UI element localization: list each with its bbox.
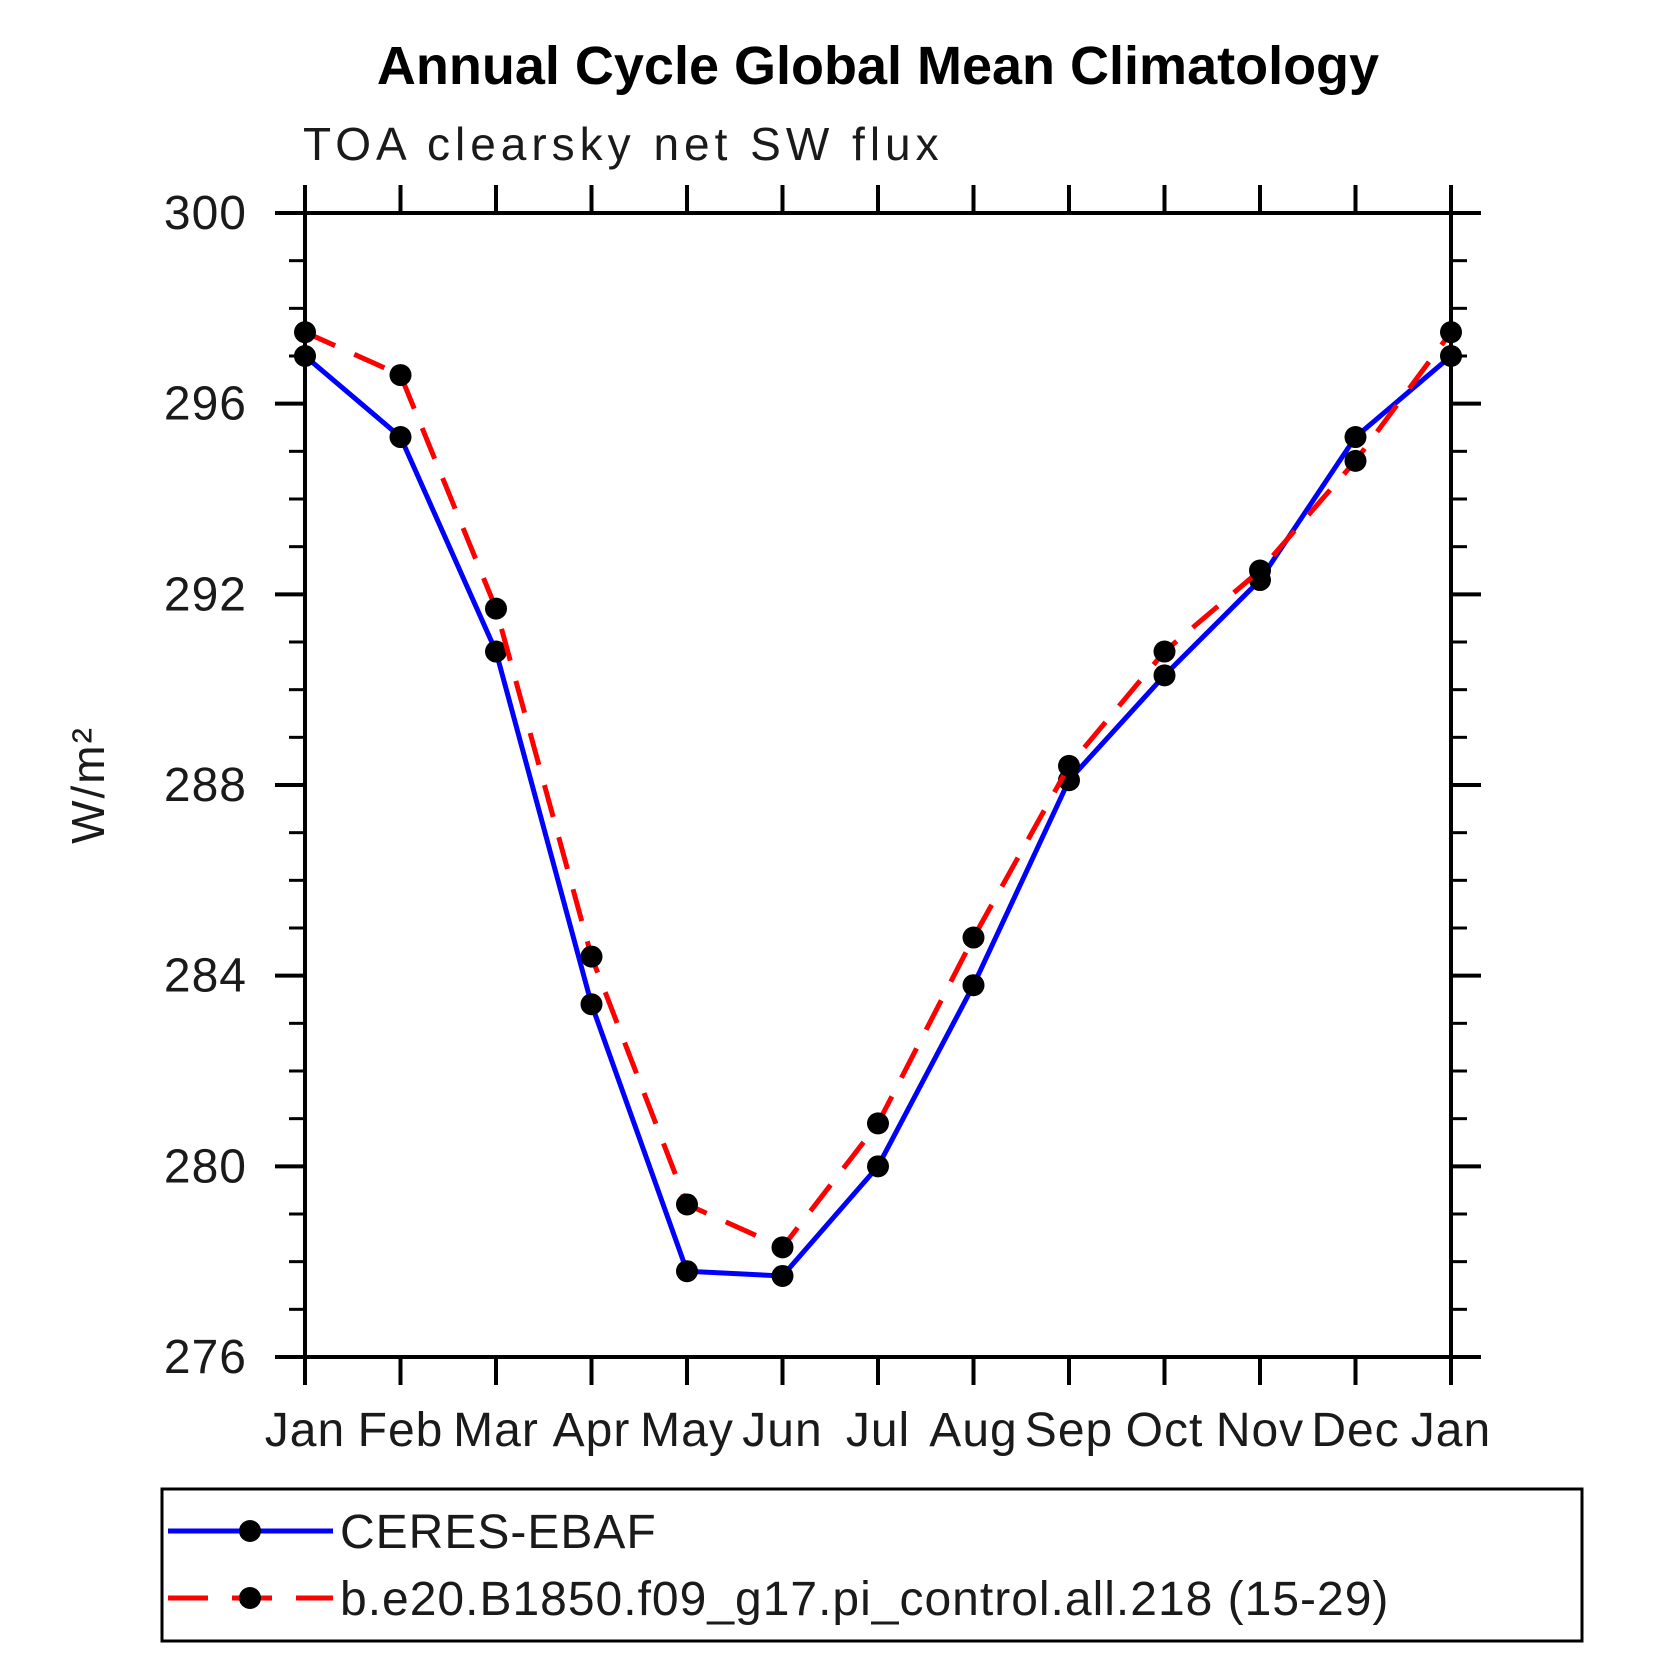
data-point-marker-ceres-ebaf: [962, 974, 985, 997]
series-ceres-ebaf: [294, 345, 1462, 1287]
x-axis-tick-label: Dec: [1311, 1404, 1399, 1457]
data-point-marker-ceres-ebaf: [676, 1260, 698, 1283]
plot-frame: [303, 211, 1453, 1359]
data-point-marker-model: [1344, 449, 1367, 472]
x-axis-tick-label: Apr: [553, 1404, 631, 1457]
legend-box: [160, 1487, 1584, 1643]
data-point-marker-ceres-ebaf: [294, 345, 316, 367]
data-point-marker-model: [1440, 321, 1462, 344]
data-point-marker-ceres-ebaf: [1440, 345, 1462, 367]
y-axis-tick-label: 300: [164, 187, 247, 240]
x-axis-tick-label: Jul: [846, 1404, 910, 1457]
x-axis-tick-label: Oct: [1126, 1404, 1204, 1457]
legend-sample-marker: [239, 1520, 261, 1542]
legend-sample-marker: [239, 1587, 261, 1609]
x-axis-tick-label: Feb: [358, 1404, 444, 1457]
data-point-marker-model: [867, 1112, 889, 1135]
data-point-marker-ceres-ebaf: [485, 640, 507, 663]
series-line-model: [303, 329, 1454, 1251]
data-point-marker-ceres-ebaf: [771, 1264, 794, 1287]
data-point-marker-model: [294, 321, 316, 344]
legend-sample-model: [168, 1587, 333, 1609]
legend-label-model: b.e20.B1850.f09_g17.pi_control.all.218 (…: [340, 1573, 1389, 1626]
data-point-marker-model: [580, 945, 603, 968]
chart-title: Annual Cycle Global Mean Climatology: [377, 36, 1379, 96]
chart-subtitle: TOA clearsky net SW flux: [303, 118, 944, 170]
legend: CERES-EBAF b.e20.B1850.f09_g17.pi_contro…: [160, 1487, 1584, 1643]
data-point-marker-model: [676, 1193, 698, 1216]
x-axis-tick-label: Nov: [1216, 1404, 1304, 1457]
data-point-marker-ceres-ebaf: [867, 1155, 889, 1178]
axis-ticks: [275, 185, 1481, 1385]
x-axis-tick-label: Aug: [929, 1404, 1017, 1457]
y-axis-tick-label: 280: [164, 1140, 247, 1193]
x-axis-tick-label: May: [640, 1404, 734, 1457]
data-point-marker-ceres-ebaf: [1153, 664, 1176, 687]
x-axis-tick-label: Sep: [1025, 1404, 1113, 1457]
y-axis-title: W/m²: [62, 726, 114, 844]
legend-label-ceres-ebaf: CERES-EBAF: [340, 1506, 657, 1559]
x-axis-tick-label: Jan: [265, 1404, 345, 1457]
data-point-marker-ceres-ebaf: [389, 426, 412, 449]
series-layer: [294, 321, 1462, 1287]
series-model: [294, 321, 1462, 1259]
legend-sample-ceres-ebaf: [168, 1520, 333, 1542]
y-axis-tick-label: 284: [164, 950, 247, 1003]
data-point-marker-model: [1153, 640, 1176, 663]
y-axis-tick-label: 292: [164, 568, 247, 621]
data-point-marker-model: [485, 597, 507, 620]
axis-tick-labels: Jan Feb Mar Apr May Jun Jul Aug Sep Oct Nov Dec Jan2…: [164, 187, 1491, 1457]
x-axis-tick-label: Jun: [742, 1404, 822, 1457]
x-axis-tick-label: Mar: [453, 1404, 539, 1457]
series-line-ceres-ebaf: [303, 354, 1453, 1279]
data-point-marker-model: [1058, 754, 1080, 777]
data-point-marker-model: [1249, 559, 1271, 582]
x-axis-tick-label: Jan: [1411, 1404, 1491, 1457]
data-point-marker-ceres-ebaf: [1344, 426, 1367, 449]
y-axis-tick-label: 296: [164, 378, 247, 431]
y-axis-tick-label: 276: [164, 1331, 247, 1384]
data-point-marker-model: [389, 364, 412, 387]
data-point-marker-model: [962, 926, 985, 949]
data-point-marker-ceres-ebaf: [580, 993, 603, 1016]
y-axis-tick-label: 288: [164, 759, 247, 812]
data-point-marker-model: [771, 1236, 794, 1259]
